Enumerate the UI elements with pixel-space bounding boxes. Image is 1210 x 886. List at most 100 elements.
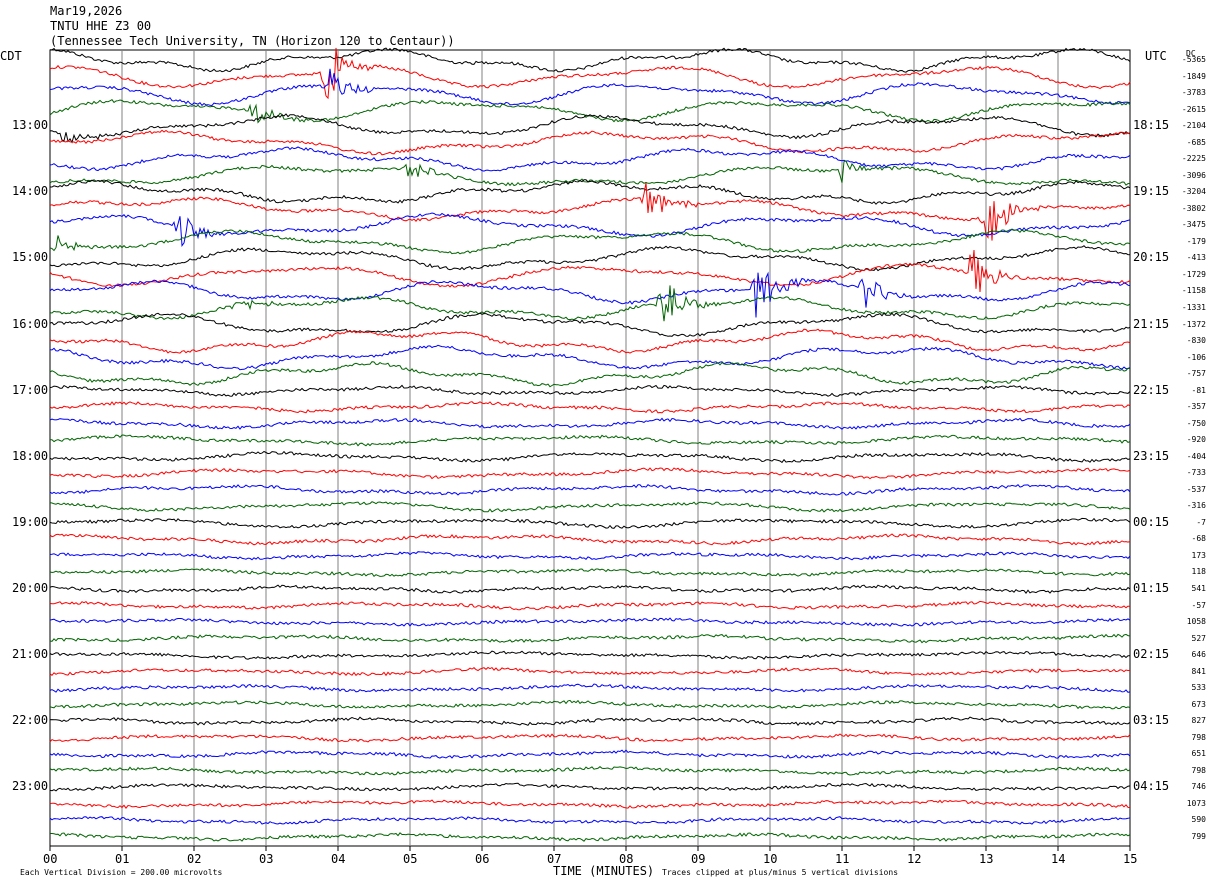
- dc-offset-label: -1158: [1181, 286, 1206, 296]
- dc-offset-label: -57: [1191, 600, 1206, 610]
- trace-line: [49, 766, 1131, 776]
- dc-offset-label: -1849: [1181, 71, 1206, 81]
- dc-offset-label: 798: [1191, 732, 1206, 742]
- trace-line: [49, 228, 1131, 255]
- trace-line: [49, 816, 1131, 825]
- trace-line: [49, 245, 1131, 272]
- trace-line: [49, 417, 1131, 430]
- dc-offset-label: -3475: [1181, 220, 1206, 230]
- utc-hour-label: 04:15: [1133, 779, 1170, 794]
- trace-line: [49, 782, 1131, 792]
- trace-line: [49, 384, 1131, 397]
- dc-offset-label: -179: [1186, 236, 1206, 246]
- utc-hour-label: 21:15: [1133, 316, 1170, 331]
- x-tick-label: 07: [547, 852, 562, 866]
- dc-offset-label: -920: [1186, 435, 1206, 445]
- dc-offset-label: -357: [1186, 402, 1206, 412]
- dc-offset-label: 827: [1191, 716, 1206, 726]
- trace-line: [49, 716, 1131, 727]
- cdt-hour-label: 17:00: [12, 382, 49, 397]
- trace-line: [49, 733, 1131, 743]
- utc-hour-label: 01:15: [1133, 581, 1170, 596]
- trace-line: [49, 312, 1131, 337]
- trace-line: [49, 467, 1131, 480]
- x-tick-label: 00: [43, 852, 58, 866]
- trace-line: [49, 344, 1131, 371]
- trace-line: [49, 361, 1131, 388]
- trace-line: [49, 328, 1131, 354]
- dc-offset-label: -316: [1186, 501, 1206, 511]
- dc-offset-label: -757: [1186, 369, 1206, 379]
- dc-offset-label: -1331: [1181, 302, 1206, 312]
- trace-line: [49, 699, 1131, 710]
- dc-label: DC: [1186, 49, 1196, 58]
- trace-line: [49, 285, 1131, 322]
- x-tick-label: 09: [691, 852, 706, 866]
- x-tick-label: 13: [979, 852, 994, 866]
- dc-offset-label: -404: [1186, 451, 1206, 461]
- trace-line: [49, 633, 1131, 644]
- dc-offset-label: 1073: [1186, 798, 1206, 808]
- trace-line: [49, 212, 1131, 247]
- dc-offset-label: -413: [1186, 253, 1206, 263]
- dc-offset-label: -2104: [1181, 121, 1206, 131]
- dc-offset-label: -3204: [1181, 187, 1206, 197]
- utc-hour-label: 20:15: [1133, 250, 1170, 265]
- cdt-hour-label: 16:00: [12, 316, 49, 331]
- dc-offset-label: -1372: [1181, 319, 1206, 329]
- trace-line: [49, 68, 1131, 107]
- dc-offset-label: -537: [1186, 484, 1206, 494]
- x-tick-label: 04: [331, 852, 346, 866]
- trace-line: [49, 182, 1131, 241]
- clip-note: Traces clipped at plus/minus 5 vertical …: [662, 868, 899, 877]
- x-tick-label: 01: [115, 852, 130, 866]
- x-tick-label: 02: [187, 852, 202, 866]
- dc-offset-label: 590: [1191, 815, 1206, 825]
- dc-offset-label: 798: [1191, 765, 1206, 775]
- x-tick-label: 05: [403, 852, 418, 866]
- x-tick-label: 14: [1051, 852, 1066, 866]
- chart-location: (Tennessee Tech University, TN (Horizon …: [50, 34, 455, 48]
- trace-line: [49, 484, 1131, 496]
- trace-line: [49, 650, 1130, 660]
- dc-offset-label: -81: [1191, 385, 1206, 395]
- utc-hour-label: 23:15: [1133, 448, 1170, 463]
- trace-line: [49, 129, 1131, 156]
- cdt-hour-label: 21:00: [12, 647, 49, 662]
- dc-offset-label: -68: [1191, 534, 1206, 544]
- utc-hour-label: 18:15: [1133, 118, 1170, 133]
- cdt-axis-label: CDT: [0, 49, 22, 63]
- trace-line: [49, 749, 1131, 759]
- dc-offset-label: -5365: [1181, 55, 1206, 64]
- dc-offset-label: 533: [1191, 683, 1206, 693]
- dc-offset-label: 799: [1191, 832, 1206, 841]
- utc-hour-label: 19:15: [1133, 184, 1170, 199]
- trace-line: [49, 551, 1131, 561]
- dc-offset-label: -106: [1186, 352, 1206, 362]
- dc-offset-label: -2615: [1181, 104, 1206, 114]
- trace-line: [49, 517, 1131, 529]
- plot-frame: [49, 49, 1131, 847]
- cdt-hour-label: 18:00: [12, 448, 49, 463]
- cdt-hour-label: 13:00: [12, 118, 49, 133]
- trace-line: [49, 160, 1131, 187]
- utc-axis-label: UTC: [1145, 49, 1167, 63]
- cdt-hour-label: 22:00: [12, 713, 49, 728]
- dc-offset-label: -2225: [1181, 154, 1206, 164]
- dc-offset-label: -3783: [1181, 88, 1206, 98]
- x-tick-label: 06: [475, 852, 490, 866]
- trace-line: [49, 666, 1131, 677]
- x-tick-label: 15: [1123, 852, 1138, 866]
- dc-offset-label: -1729: [1181, 269, 1206, 279]
- trace-line: [50, 832, 1131, 842]
- dc-offset-label: 841: [1191, 666, 1206, 676]
- dc-offset-label: 118: [1191, 567, 1206, 577]
- trace-line: [49, 450, 1131, 464]
- trace-line: [49, 501, 1131, 513]
- utc-hour-label: 03:15: [1133, 713, 1170, 728]
- dc-offset-label: 673: [1191, 699, 1206, 709]
- dc-offset-label: 651: [1191, 749, 1206, 759]
- trace-line: [49, 146, 1131, 172]
- trace-line: [49, 47, 1131, 73]
